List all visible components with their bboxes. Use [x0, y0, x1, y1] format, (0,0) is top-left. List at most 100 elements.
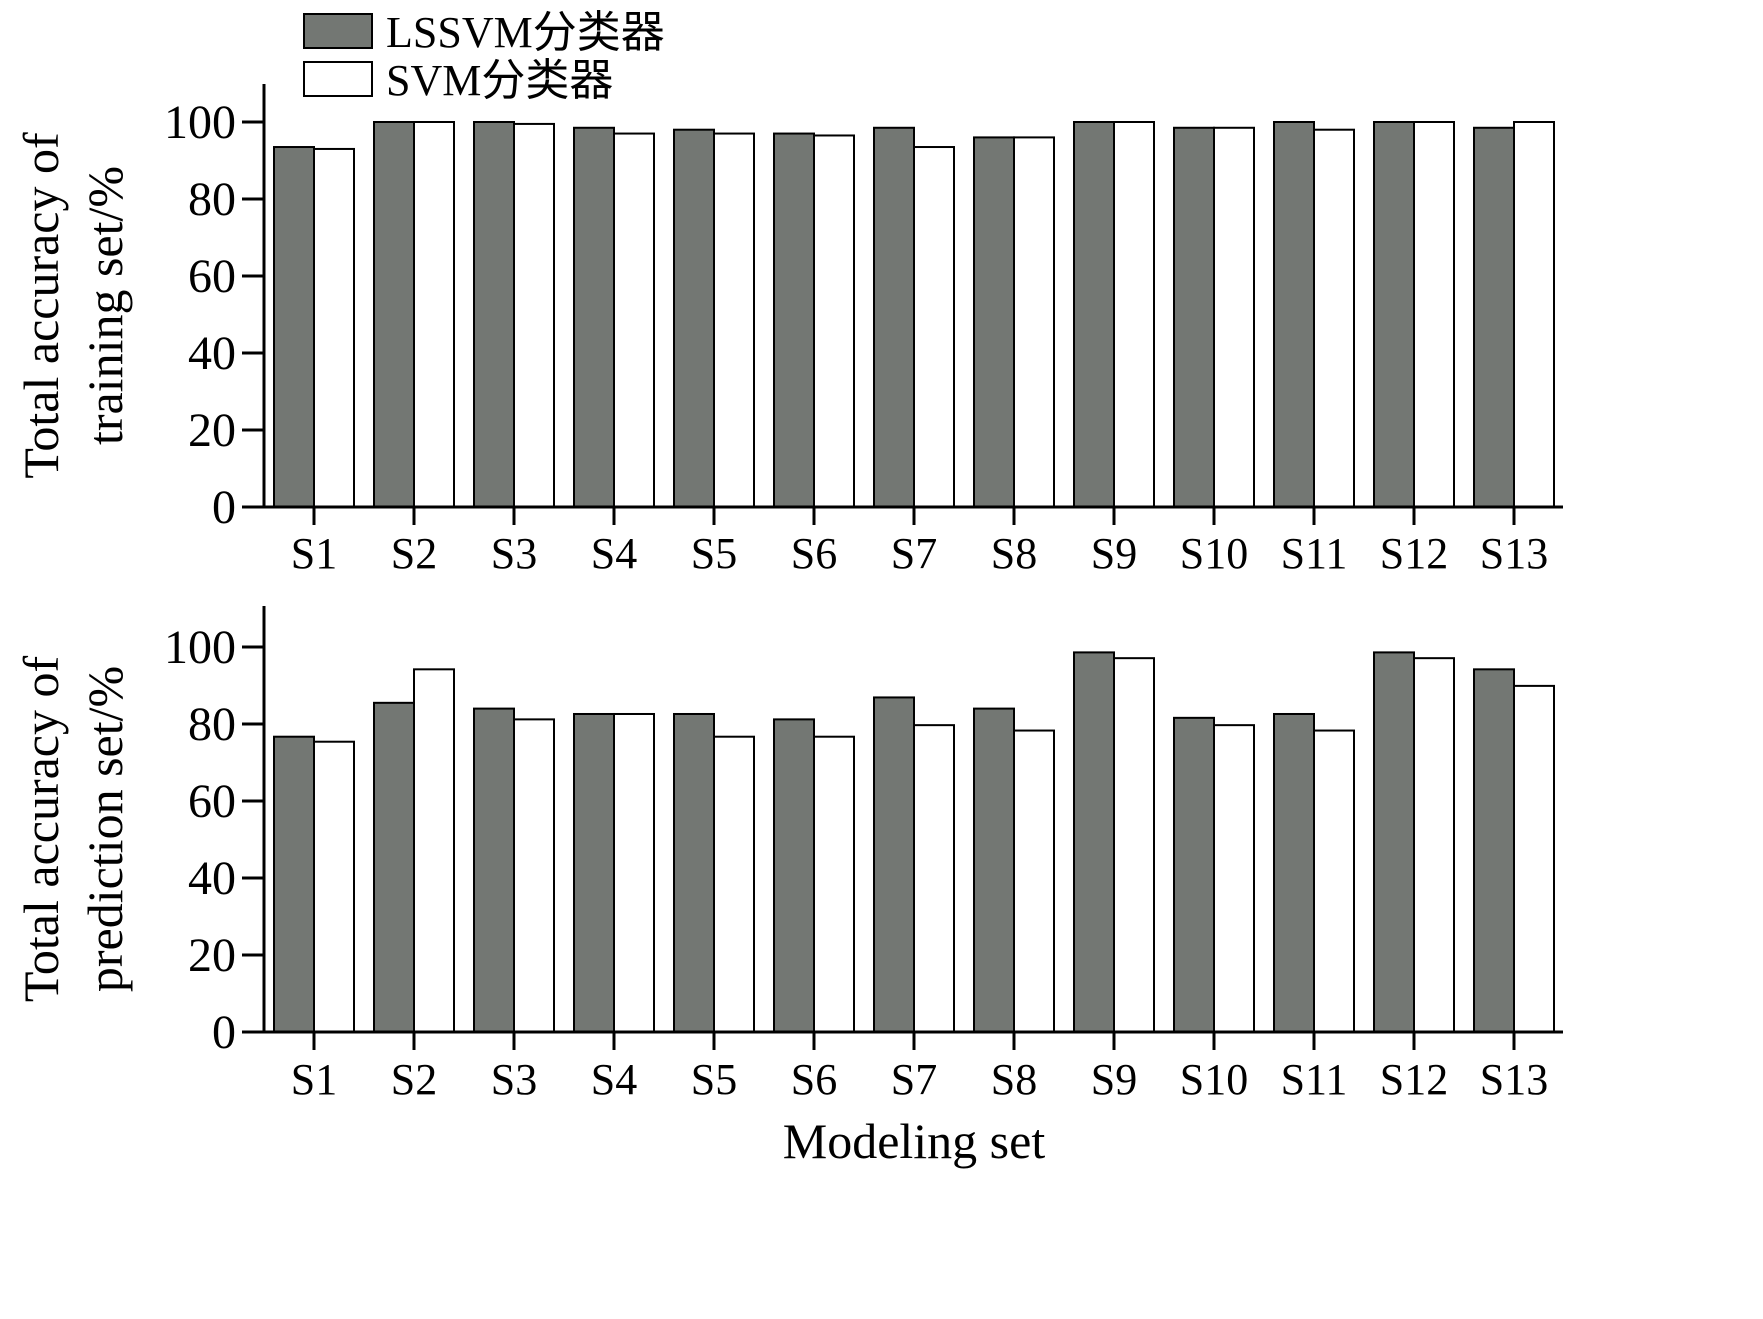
bar-svm-s10	[1213, 126, 1255, 509]
x-tick-label: S6	[791, 1055, 837, 1104]
bar-svm-s4	[613, 132, 655, 509]
bar-svm-s2	[413, 121, 455, 508]
bar-svm-s12	[1413, 657, 1455, 1033]
bar-svm-s8	[1013, 729, 1055, 1033]
y-axis-title-line: prediction set/%	[77, 666, 133, 992]
bar-svm-s9	[1113, 121, 1155, 508]
x-tick-label: S9	[1091, 529, 1137, 578]
legend-swatch-svm	[303, 61, 373, 97]
x-tick-label: S8	[991, 529, 1037, 578]
bar-svm-s1	[313, 740, 355, 1034]
bar-svm-s12	[1413, 121, 1455, 508]
y-tick-label: 0	[212, 1006, 236, 1059]
bar-lssvm-s12	[1373, 651, 1415, 1033]
prediction-accuracy-panel: 0 20 40 60 80 100 S1 S2 S3 S4 S5 S6 S7 S8 S9 S10 S11 S12 S…	[13, 606, 1563, 1104]
bar-lssvm-s11	[1273, 121, 1315, 508]
bar-svm-s6	[813, 735, 855, 1034]
bar-svm-s8	[1013, 136, 1055, 508]
x-tick-label: S6	[791, 529, 837, 578]
y-tick-label: 40	[188, 327, 236, 380]
bar-lssvm-s2	[373, 121, 415, 508]
y-axis-title-line: Total accuracy of	[13, 656, 69, 1003]
bar-svm-s5	[713, 132, 755, 509]
x-tick-label: S8	[991, 1055, 1037, 1104]
legend-label-svm: SVM分类器	[386, 56, 613, 105]
bar-svm-s13	[1513, 684, 1555, 1033]
x-tick-label: S4	[591, 529, 637, 578]
legend-label-lssvm: LSSVM分类器	[386, 8, 665, 57]
x-tick-label: S11	[1281, 529, 1348, 578]
y-tick-label: 60	[188, 250, 236, 303]
x-tick-label: S1	[291, 529, 337, 578]
x-tick-label: S12	[1380, 529, 1448, 578]
y-tick-label: 20	[188, 404, 236, 457]
bar-lssvm-s5	[673, 128, 715, 508]
bar-lssvm-s7	[873, 696, 915, 1033]
bar-svm-s7	[913, 724, 955, 1034]
bar-lssvm-s11	[1273, 712, 1315, 1033]
x-tick-label: S3	[491, 1055, 537, 1104]
x-tick-label: S10	[1180, 1055, 1248, 1104]
bar-lssvm-s10	[1173, 716, 1215, 1034]
x-tick-label: S10	[1180, 529, 1248, 578]
bar-lssvm-s7	[873, 126, 915, 509]
x-tick-label: S7	[891, 529, 937, 578]
x-tick-label: S1	[291, 1055, 337, 1104]
y-axis-title-line: training set/%	[77, 166, 133, 445]
bar-svm-s5	[713, 735, 755, 1034]
bar-lssvm-s13	[1473, 668, 1515, 1034]
y-tick-label: 40	[188, 852, 236, 905]
bar-svm-s11	[1313, 128, 1355, 508]
legend-swatch-lssvm	[303, 13, 373, 49]
x-tick-label: S13	[1480, 1055, 1548, 1104]
bar-svm-s2	[413, 668, 455, 1034]
bar-svm-s7	[913, 146, 955, 508]
x-tick-label: S7	[891, 1055, 937, 1104]
bar-lssvm-s1	[273, 146, 315, 508]
x-tick-label: S3	[491, 529, 537, 578]
bar-lssvm-s6	[773, 132, 815, 509]
x-axis-title: Modeling set	[783, 1113, 1046, 1169]
y-tick-label: 80	[188, 173, 236, 226]
bar-svm-s10	[1213, 724, 1255, 1034]
bar-svm-s11	[1313, 729, 1355, 1033]
bar-lssvm-s6	[773, 718, 815, 1033]
bar-lssvm-s4	[573, 126, 615, 509]
bar-lssvm-s9	[1073, 121, 1115, 508]
bar-lssvm-s8	[973, 707, 1015, 1033]
bar-lssvm-s8	[973, 136, 1015, 508]
x-tick-label: S12	[1380, 1055, 1448, 1104]
bar-lssvm-s3	[473, 121, 515, 508]
bar-lssvm-s9	[1073, 651, 1115, 1033]
x-tick-label: S4	[591, 1055, 637, 1104]
bar-svm-s6	[813, 134, 855, 508]
bar-lssvm-s5	[673, 712, 715, 1033]
bar-svm-s1	[313, 147, 355, 508]
y-tick-label: 80	[188, 698, 236, 751]
bar-lssvm-s13	[1473, 126, 1515, 509]
y-axis-title-line: Total accuracy of	[13, 132, 69, 479]
x-tick-label: S2	[391, 1055, 437, 1104]
y-tick-label: 60	[188, 775, 236, 828]
x-tick-label: S11	[1281, 1055, 1348, 1104]
bar-lssvm-s3	[473, 707, 515, 1033]
x-tick-label: S2	[391, 529, 437, 578]
x-tick-label: S5	[691, 529, 737, 578]
bar-svm-s9	[1113, 657, 1155, 1033]
bar-svm-s4	[613, 712, 655, 1033]
y-tick-label: 20	[188, 929, 236, 982]
bar-svm-s3	[513, 718, 555, 1033]
x-tick-label: S5	[691, 1055, 737, 1104]
bar-lssvm-s12	[1373, 121, 1415, 508]
training-accuracy-panel: 0 20 40 60 80 100 S1 S2 S3 S4 S5 S6 S7 S8 S9 S10 S11 S12 S…	[13, 84, 1563, 578]
x-tick-label: S13	[1480, 529, 1548, 578]
bar-lssvm-s1	[273, 735, 315, 1034]
x-tick-label: S9	[1091, 1055, 1137, 1104]
y-tick-label: 0	[212, 481, 236, 534]
legend: LSSVM分类器 SVM分类器	[303, 8, 665, 105]
bar-svm-s3	[513, 122, 555, 509]
bar-svm-s13	[1513, 121, 1555, 508]
y-tick-label: 100	[164, 621, 236, 674]
y-tick-label: 100	[164, 96, 236, 149]
